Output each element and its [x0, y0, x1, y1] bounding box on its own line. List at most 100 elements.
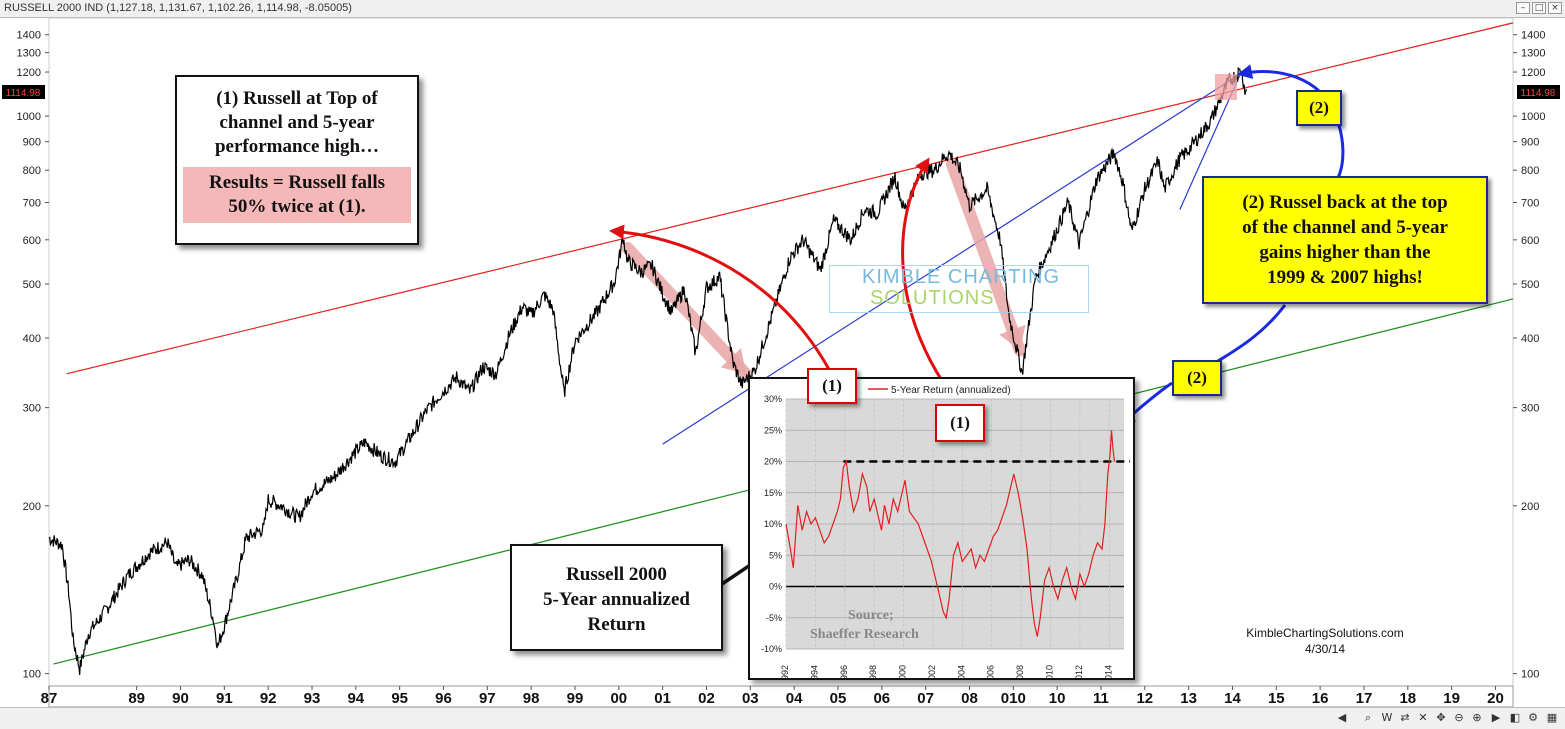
zoom-icon[interactable]: ⌕ — [1364, 711, 1372, 724]
highlight-arrow-head — [999, 324, 1026, 351]
grid-icon[interactable]: ▦ — [1546, 711, 1558, 724]
x-tick-label: 13 — [1180, 690, 1197, 707]
x-tick-label: 06 — [873, 690, 890, 707]
arrow-2007-peak — [901, 157, 962, 407]
annotation-line: of the channel and 5-year — [1242, 217, 1448, 238]
inset-x-tick-label: 1996 — [839, 665, 849, 678]
bottom-toolbar: ◀ ⌕ W ⇄ ✕ ✥ ⊖ ⊕ ▶ ◧ ⚙ ▦ — [0, 707, 1565, 729]
close-pane-icon[interactable]: ✕ — [1418, 711, 1428, 724]
label-1b: (1) — [935, 404, 985, 442]
settings-icon[interactable]: ⚙ — [1528, 711, 1538, 724]
y-tick-label: 900 — [1521, 137, 1539, 149]
label-2b: (2) — [1172, 360, 1222, 396]
chart-title: RUSSELL 2000 IND (1,127.18, 1,131.67, 1,… — [4, 2, 352, 14]
inset-legend-label: 5-Year Return (annualized) — [891, 385, 1011, 396]
highlight-arrow-shaft — [621, 242, 752, 380]
y-tick-label: 400 — [23, 333, 41, 345]
move-icon[interactable]: ✥ — [1436, 711, 1446, 724]
scroll-left-icon[interactable]: ◀ — [1337, 711, 1347, 724]
price-series-line — [48, 66, 1247, 675]
arrow-2-connector-low — [1214, 304, 1287, 365]
title-bar: RUSSELL 2000 IND (1,127.18, 1,131.67, 1,… — [0, 0, 1565, 18]
label-1a: (1) — [807, 368, 857, 404]
inset-y-tick-label: -5% — [766, 613, 782, 623]
annotation-line: channel and 5-year — [219, 112, 375, 133]
annotation-line: performance high… — [214, 136, 380, 157]
zoom-out-icon[interactable]: ⊖ — [1454, 711, 1464, 724]
split-icon[interactable]: ⇄ — [1400, 711, 1410, 724]
minimize-icon[interactable]: – — [1516, 2, 1530, 14]
last-price-tag-right — [1517, 85, 1560, 99]
y-tick-label: 400 — [1521, 333, 1539, 345]
inset-y-tick-label: 0% — [769, 582, 782, 592]
y-tick-label: 900 — [23, 137, 41, 149]
y-tick-label: 300 — [23, 403, 41, 415]
y-axis-left: 100 200 300 400 500 600 700 800 900 1000 1200 1300 1… — [17, 30, 49, 681]
x-tick-label: 11 — [1093, 690, 1109, 707]
fit-icon[interactable]: ◧ — [1509, 711, 1521, 724]
x-tick-label: 18 — [1399, 690, 1416, 707]
x-tick-label: 05 — [830, 690, 847, 707]
close-icon[interactable]: × — [1548, 2, 1562, 14]
results-line: Results = Russell falls — [208, 172, 386, 193]
credit-date: 4/30/14 — [1304, 642, 1346, 656]
highlight-arrow-shaft — [945, 158, 1026, 357]
annotation-line: (1) Russell at Top of — [216, 88, 378, 109]
x-tick-label: 91 — [216, 690, 233, 707]
y-axis-right: 100 200 300 400 500 600 700 800 900 1000 1200 1300 1… — [1513, 30, 1545, 681]
y-tick-label: 600 — [23, 235, 41, 247]
maximize-icon[interactable]: □ — [1532, 2, 1546, 14]
watermark-line1: KIMBLE CHARTING — [862, 266, 1060, 288]
inset-x-tick-label: 1994 — [809, 665, 819, 678]
x-tick-label: 15 — [1268, 690, 1285, 707]
y-tick-label: 1400 — [1521, 30, 1545, 42]
x-axis-band — [48, 685, 1514, 707]
credit-site: KimbleChartingSolutions.com — [1246, 626, 1404, 640]
x-tick-label: 96 — [435, 690, 452, 707]
weekly-button[interactable]: W — [1381, 711, 1393, 724]
x-tick-label: 98 — [523, 690, 540, 707]
x-tick-label: 01 — [654, 690, 671, 707]
x-tick-label: 04 — [786, 690, 803, 707]
x-tick-label: 00 — [610, 690, 627, 707]
annotation-line: 5-Year annualized — [543, 589, 690, 610]
inset-x-tick-label: 1992 — [780, 665, 790, 678]
y-tick-label: 100 — [1521, 669, 1539, 681]
annotation-box-top-left: (1) Russell at Top of channel and 5-year… — [175, 75, 419, 245]
y-tick-label: 300 — [1521, 403, 1539, 415]
x-tick-label: 99 — [567, 690, 584, 707]
x-axis: 87 89 90 91 92 93 94 95 96 97 98 99 00 01 02 03 04 05 06 07… — [41, 686, 1504, 707]
zoom-in-icon[interactable]: ⊕ — [1472, 711, 1482, 724]
inset-source-note: Shaeffer Research — [810, 627, 919, 642]
annotation-line: 1999 & 2007 highs! — [1267, 267, 1423, 288]
x-tick-label: 93 — [304, 690, 321, 707]
y-tick-label: 1000 — [1521, 111, 1545, 123]
y-tick-label: 700 — [1521, 198, 1539, 210]
x-tick-label: 010 — [1001, 690, 1026, 707]
label-2a: (2) — [1296, 90, 1342, 126]
inset-y-tick-label: 5% — [769, 550, 782, 560]
inset-source-note: Source; — [848, 608, 894, 623]
annotation-box-bottom: Russell 2000 5-Year annualized Return — [510, 544, 723, 651]
y-tick-label: 1300 — [17, 48, 41, 60]
x-tick-label: 19 — [1443, 690, 1460, 707]
y-tick-label: 800 — [1521, 165, 1539, 177]
x-tick-label: 87 — [41, 690, 58, 707]
y-tick-label: 600 — [1521, 235, 1539, 247]
x-tick-label: 03 — [742, 690, 759, 707]
inset-x-tick-label: 2014 — [1103, 665, 1113, 678]
scroll-end-icon[interactable]: ▶ — [1491, 711, 1501, 724]
inset-y-tick-label: 25% — [764, 425, 782, 435]
x-tick-label: 17 — [1356, 690, 1373, 707]
inset-y-tick-label: 10% — [764, 519, 782, 529]
y-tick-label: 1200 — [17, 67, 41, 79]
y-tick-label: 200 — [23, 501, 41, 513]
annotation-box-right: (2) Russel back at the top of the channe… — [1202, 176, 1488, 304]
watermark-line2: SOLUTIONS — [870, 287, 995, 309]
arrow-1999-peak — [609, 224, 838, 384]
x-tick-label: 10 — [1049, 690, 1066, 707]
x-tick-label: 89 — [128, 690, 145, 707]
inset-series-line — [785, 430, 1115, 637]
y-tick-label: 1200 — [1521, 67, 1545, 79]
y-tick-label: 800 — [23, 165, 41, 177]
